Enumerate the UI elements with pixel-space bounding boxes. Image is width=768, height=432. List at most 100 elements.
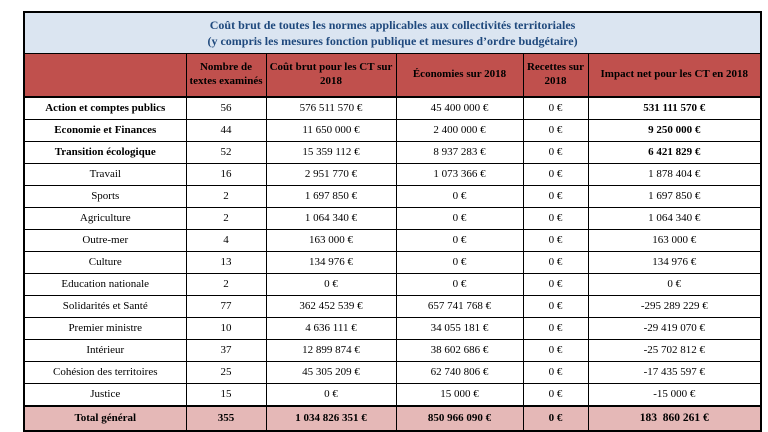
revenue-cell: 0 € xyxy=(522,361,589,384)
impact-cell: 1 697 850 € xyxy=(587,185,762,208)
gross-cost-cell: 45 305 209 € xyxy=(265,361,397,384)
total-label: Total général xyxy=(23,405,187,432)
revenue-cell: 0 € xyxy=(522,317,589,340)
revenue-cell: 0 € xyxy=(522,229,589,252)
header-cell-savings: Économies sur 2018 xyxy=(395,53,524,98)
table-row: Justice 15 0 €15 000 €0 € -15 000 € xyxy=(23,383,762,407)
texts-count-cell: 2 xyxy=(185,185,267,208)
gross-cost-cell: 1 697 850 € xyxy=(265,185,397,208)
gross-cost-cell: 163 000 € xyxy=(265,229,397,252)
gross-cost-cell: 12 899 874 € xyxy=(265,339,397,362)
gross-cost-cell: 1 064 340 € xyxy=(265,207,397,230)
revenue-cell: 0 € xyxy=(522,383,589,407)
savings-cell: 0 € xyxy=(395,251,524,274)
ministry-name-cell: Sports xyxy=(23,185,187,208)
impact-cell: 1 878 404 € xyxy=(587,163,762,186)
total-row: Total général 355 1 034 826 351 € 850 96… xyxy=(23,405,762,432)
texts-count-cell: 4 xyxy=(185,229,267,252)
ministry-name-cell: Cohésion des territoires xyxy=(23,361,187,384)
ministry-name-cell: Outre-mer xyxy=(23,229,187,252)
header-cell-net-impact: Impact net pour les CT en 2018 xyxy=(587,53,762,98)
savings-cell: 657 741 768 € xyxy=(395,295,524,318)
texts-count-cell: 15 xyxy=(185,383,267,407)
total-gross-cost: 1 034 826 351 € xyxy=(265,405,397,432)
impact-cell: -29 419 070 € xyxy=(587,317,762,340)
table-row: Intérieur 37 12 899 874 €38 602 686 €0 € -2… xyxy=(23,339,762,362)
revenue-cell: 0 € xyxy=(522,185,589,208)
table-row: Action et comptes publics 56 576 511 570 €… xyxy=(23,96,762,120)
revenue-cell: 0 € xyxy=(522,295,589,318)
header-cell-gross-cost: Coût brut pour les CT sur 2018 xyxy=(265,53,397,98)
ministry-name-cell: Education nationale xyxy=(23,273,187,296)
impact-cell: -15 000 € xyxy=(587,383,762,407)
texts-count-cell: 37 xyxy=(185,339,267,362)
texts-count-cell: 13 xyxy=(185,251,267,274)
impact-cell: -17 435 597 € xyxy=(587,361,762,384)
table-title-line1: Coût brut de toutes les normes applicabl… xyxy=(209,18,576,32)
revenue-cell: 0 € xyxy=(522,273,589,296)
gross-cost-cell: 4 636 111 € xyxy=(265,317,397,340)
total-texts-count: 355 xyxy=(185,405,267,432)
texts-count-cell: 16 xyxy=(185,163,267,186)
table-title-banner: Coût brut de toutes les normes applicabl… xyxy=(23,11,762,54)
impact-cell: 134 976 € xyxy=(587,251,762,274)
texts-count-cell: 77 xyxy=(185,295,267,318)
texts-count-cell: 10 xyxy=(185,317,267,340)
revenue-cell: 0 € xyxy=(522,96,589,120)
table-row: Transition écologique 52 15 359 112 €8 937… xyxy=(23,141,762,164)
impact-cell: 0 € xyxy=(587,273,762,296)
total-revenue: 0 € xyxy=(522,405,589,432)
savings-cell: 34 055 181 € xyxy=(395,317,524,340)
title-row: Coût brut de toutes les normes applicabl… xyxy=(23,11,762,54)
total-net-impact: 183 860 261 € xyxy=(587,405,762,432)
table-row: Outre-mer 4 163 000 €0 €0 €163 000 € xyxy=(23,229,762,252)
gross-cost-cell: 362 452 539 € xyxy=(265,295,397,318)
ministry-name-cell: Intérieur xyxy=(23,339,187,362)
gross-cost-cell: 576 511 570 € xyxy=(265,96,397,120)
ministry-name-cell: Solidarités et Santé xyxy=(23,295,187,318)
column-header-row: Nombre de textes examinés Coût brut pour… xyxy=(23,53,762,98)
savings-cell: 0 € xyxy=(395,273,524,296)
texts-count-cell: 56 xyxy=(185,96,267,120)
ministry-name-cell: Agriculture xyxy=(23,207,187,230)
impact-cell: 6 421 829 € xyxy=(587,141,762,164)
revenue-cell: 0 € xyxy=(522,163,589,186)
table-title-line2: (y compris les mesures fonction publique… xyxy=(207,34,578,48)
table-row: Travail 16 2 951 770 €1 073 366 €0 €1 878 … xyxy=(23,163,762,186)
gross-cost-cell: 0 € xyxy=(265,273,397,296)
ministry-name-cell: Action et comptes publics xyxy=(23,96,187,120)
ministry-name-cell: Transition écologique xyxy=(23,141,187,164)
norms-cost-table-container: Coût brut de toutes les normes applicabl… xyxy=(23,11,763,432)
revenue-cell: 0 € xyxy=(522,339,589,362)
revenue-cell: 0 € xyxy=(522,251,589,274)
table-row: Culture 13 134 976 €0 €0 €134 976 € xyxy=(23,251,762,274)
table-row: Economie et Finances 44 11 650 000 €2 400 … xyxy=(23,119,762,142)
gross-cost-cell: 15 359 112 € xyxy=(265,141,397,164)
savings-cell: 0 € xyxy=(395,185,524,208)
ministry-name-cell: Premier ministre xyxy=(23,317,187,340)
savings-cell: 2 400 000 € xyxy=(395,119,524,142)
table-row: Sports 2 1 697 850 €0 €0 €1 697 850 € xyxy=(23,185,762,208)
table-row: Education nationale 2 0 €0 €0 €0 € xyxy=(23,273,762,296)
table-row: Premier ministre 10 4 636 111 €34 055 181 … xyxy=(23,317,762,340)
savings-cell: 0 € xyxy=(395,229,524,252)
revenue-cell: 0 € xyxy=(522,207,589,230)
impact-cell: 9 250 000 € xyxy=(587,119,762,142)
impact-cell: 163 000 € xyxy=(587,229,762,252)
impact-cell: -25 702 812 € xyxy=(587,339,762,362)
ministry-name-cell: Culture xyxy=(23,251,187,274)
savings-cell: 0 € xyxy=(395,207,524,230)
table-row: Cohésion des territoires 25 45 305 209 €62… xyxy=(23,361,762,384)
texts-count-cell: 52 xyxy=(185,141,267,164)
gross-cost-cell: 2 951 770 € xyxy=(265,163,397,186)
header-cell-texts-count: Nombre de textes examinés xyxy=(185,53,267,98)
texts-count-cell: 25 xyxy=(185,361,267,384)
savings-cell: 8 937 283 € xyxy=(395,141,524,164)
impact-cell: 1 064 340 € xyxy=(587,207,762,230)
table-body: Action et comptes publics 56 576 511 570 €… xyxy=(23,96,762,407)
savings-cell: 45 400 000 € xyxy=(395,96,524,120)
gross-cost-cell: 11 650 000 € xyxy=(265,119,397,142)
revenue-cell: 0 € xyxy=(522,119,589,142)
impact-cell: -295 289 229 € xyxy=(587,295,762,318)
